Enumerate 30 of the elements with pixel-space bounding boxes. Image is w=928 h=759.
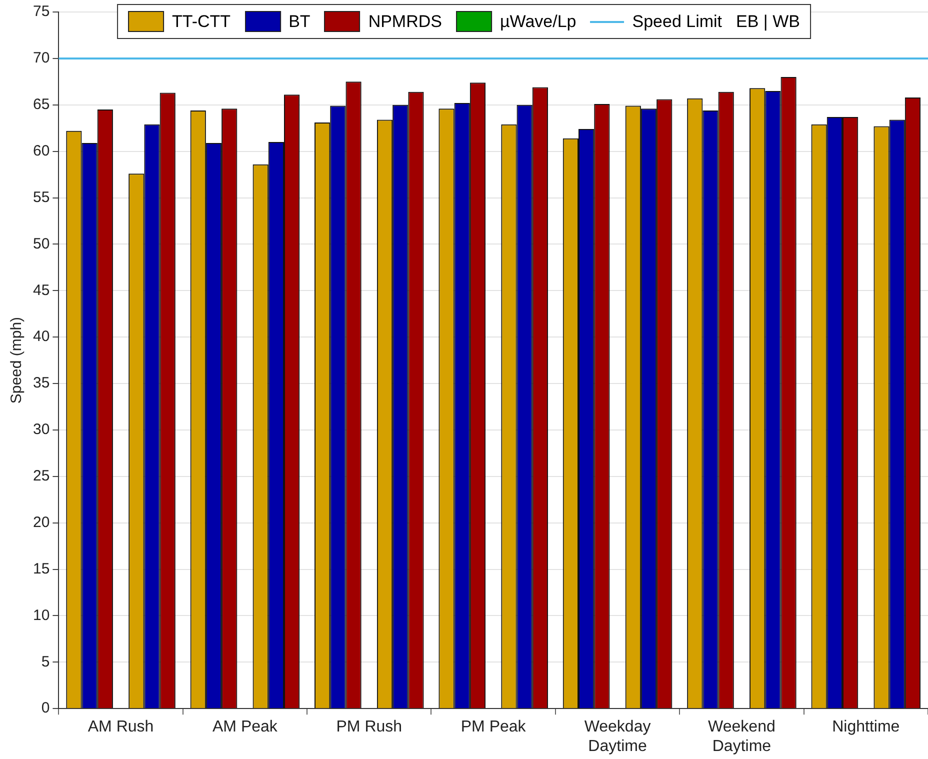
y-tick-label: 65: [32, 96, 50, 114]
y-tick-label: 50: [32, 235, 50, 252]
y-axis-title: Speed (mph): [8, 316, 26, 404]
y-tick-label: 0: [41, 700, 50, 717]
x-tick-label: Nighttime: [832, 718, 900, 736]
x-tick-label: PM Rush: [336, 718, 402, 736]
y-tick-label: 25: [32, 468, 50, 485]
x-tick-label: Weekday Daytime: [584, 718, 651, 755]
y-tick-label: 40: [32, 328, 50, 346]
legend-label: BT: [288, 12, 310, 32]
legend-label: Speed Limit: [632, 12, 722, 32]
legend-label: NPMRDS: [368, 12, 442, 32]
x-tick-label: PM Peak: [460, 718, 527, 736]
y-tick-label: 35: [32, 374, 50, 392]
y-tick-label: 20: [32, 514, 50, 531]
y-tick-label: 30: [32, 421, 50, 438]
x-tick-label: AM Peak: [212, 718, 278, 736]
y-tick-label: 75: [32, 3, 50, 20]
x-tick-label: Weekend Daytime: [708, 718, 776, 755]
y-tick-label: 10: [32, 606, 50, 624]
x-tick-label: AM Rush: [88, 718, 154, 736]
y-tick-label: 45: [32, 282, 50, 299]
y-tick-label: 55: [32, 188, 50, 206]
y-tick-label: 70: [32, 50, 50, 67]
y-tick-label: 60: [32, 142, 50, 160]
legend-title: EB | WB: [736, 12, 800, 32]
legend-label: µWave/Lp: [500, 12, 576, 32]
legend-label: TT-CTT: [172, 12, 231, 32]
y-tick-label: 15: [32, 560, 50, 578]
y-tick-label: 5: [41, 653, 50, 670]
